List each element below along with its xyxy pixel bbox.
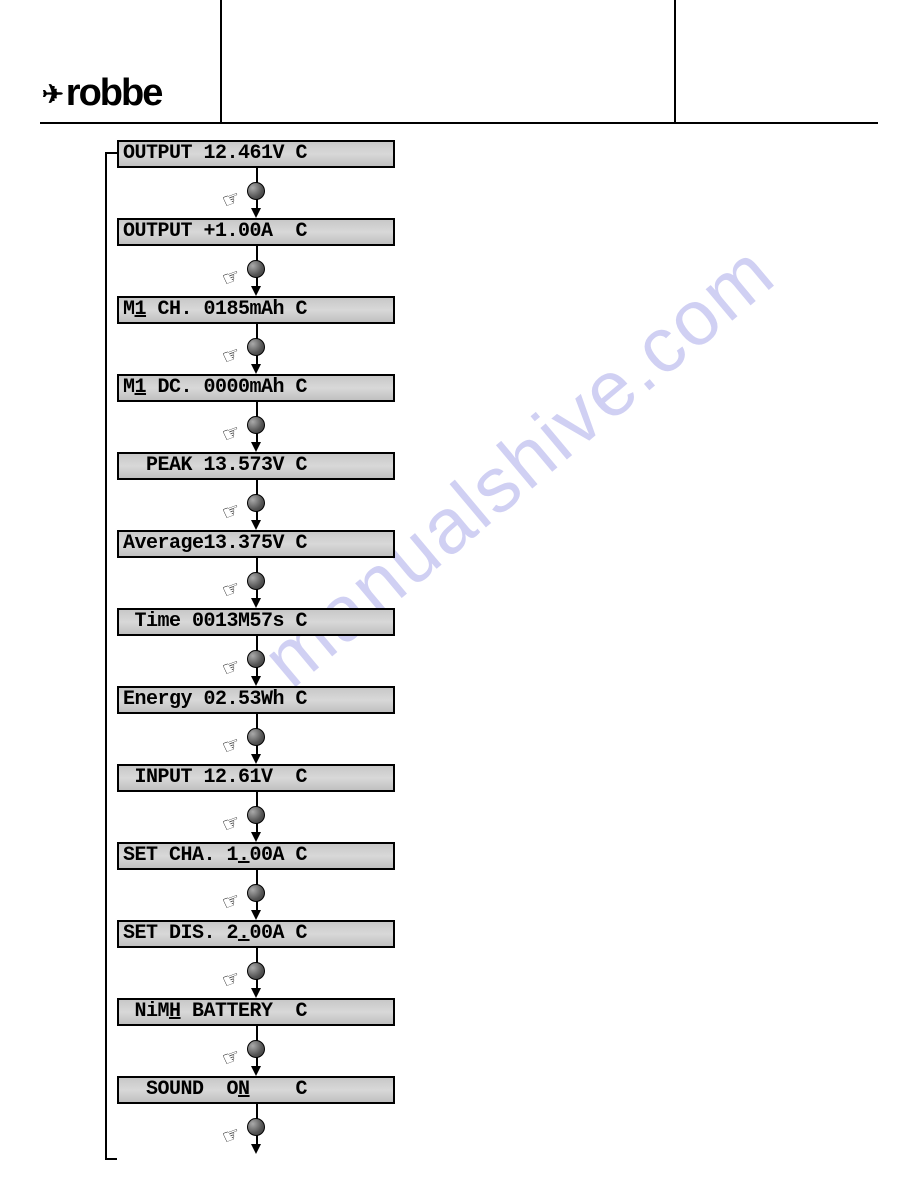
lcd-step: INPUT 12.61V C — [117, 764, 395, 792]
pointing-hand-icon: ☞ — [219, 963, 250, 994]
button-dot-icon — [247, 806, 265, 824]
connector: ☞ — [117, 168, 395, 218]
header-divider-1 — [220, 0, 222, 122]
lcd-step: SOUND ON C — [117, 1076, 395, 1104]
connector: ☞ — [117, 870, 395, 920]
button-dot-icon — [247, 494, 265, 512]
connector: ☞ — [117, 324, 395, 374]
pointing-hand-icon: ☞ — [219, 1041, 250, 1072]
arrow-head-icon — [251, 832, 261, 842]
arrow-head-icon — [251, 208, 261, 218]
button-dot-icon — [247, 260, 265, 278]
arrow-head-icon — [251, 286, 261, 296]
button-dot-icon — [247, 1118, 265, 1136]
pointing-hand-icon: ☞ — [219, 807, 250, 838]
arrow-head-icon — [251, 754, 261, 764]
lcd-step: SET DIS. 2.00A C — [117, 920, 395, 948]
button-dot-icon — [247, 182, 265, 200]
connector: ☞ — [117, 1104, 395, 1154]
lcd-step: NiMH BATTERY C — [117, 998, 395, 1026]
pointing-hand-icon: ☞ — [219, 729, 250, 760]
connector: ☞ — [117, 948, 395, 998]
page-header: ✈robbe — [0, 0, 918, 125]
lcd-step: M1 DC. 0000mAh C — [117, 374, 395, 402]
pointing-hand-icon: ☞ — [219, 573, 250, 604]
connector: ☞ — [117, 714, 395, 764]
flow-column: OUTPUT 12.461V C ☞ OUTPUT +1.00A C ☞ M1 CH. … — [117, 140, 397, 1154]
brand-logo: ✈robbe — [42, 72, 161, 115]
arrow-head-icon — [251, 988, 261, 998]
lcd-step: Time 0013M57s C — [117, 608, 395, 636]
arrow-head-icon — [251, 520, 261, 530]
arrow-head-icon — [251, 910, 261, 920]
lcd-step: Energy 02.53Wh C — [117, 686, 395, 714]
button-dot-icon — [247, 962, 265, 980]
lcd-step: SET CHA. 1.00A C — [117, 842, 395, 870]
button-dot-icon — [247, 1040, 265, 1058]
pointing-hand-icon: ☞ — [219, 183, 250, 214]
lcd-step: M1 CH. 0185mAh C — [117, 296, 395, 324]
connector: ☞ — [117, 558, 395, 608]
button-dot-icon — [247, 728, 265, 746]
lcd-step: Average13.375V C — [117, 530, 395, 558]
arrow-head-icon — [251, 364, 261, 374]
header-underline — [40, 122, 878, 124]
connector: ☞ — [117, 246, 395, 296]
arrow-head-icon — [251, 1144, 261, 1154]
pointing-hand-icon: ☞ — [219, 261, 250, 292]
arrow-head-icon — [251, 1066, 261, 1076]
lcd-step: OUTPUT 12.461V C — [117, 140, 395, 168]
connector: ☞ — [117, 480, 395, 530]
connector: ☞ — [117, 636, 395, 686]
pointing-hand-icon: ☞ — [219, 495, 250, 526]
connector: ☞ — [117, 792, 395, 842]
button-dot-icon — [247, 650, 265, 668]
button-dot-icon — [247, 338, 265, 356]
pointing-hand-icon: ☞ — [219, 417, 250, 448]
pointing-hand-icon: ☞ — [219, 651, 250, 682]
plane-icon: ✈ — [42, 79, 62, 110]
arrow-head-icon — [251, 676, 261, 686]
header-divider-2 — [674, 0, 676, 122]
button-dot-icon — [247, 572, 265, 590]
button-dot-icon — [247, 416, 265, 434]
arrow-head-icon — [251, 442, 261, 452]
pointing-hand-icon: ☞ — [219, 885, 250, 916]
arrow-head-icon — [251, 598, 261, 608]
lcd-step: PEAK 13.573V C — [117, 452, 395, 480]
lcd-step: OUTPUT +1.00A C — [117, 218, 395, 246]
pointing-hand-icon: ☞ — [219, 339, 250, 370]
connector: ☞ — [117, 1026, 395, 1076]
logo-text: robbe — [66, 72, 162, 114]
flow-return-line — [105, 152, 117, 1160]
pointing-hand-icon: ☞ — [219, 1119, 250, 1150]
button-dot-icon — [247, 884, 265, 902]
connector: ☞ — [117, 402, 395, 452]
